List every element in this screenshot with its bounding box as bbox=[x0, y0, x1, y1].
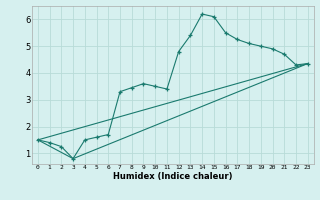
X-axis label: Humidex (Indice chaleur): Humidex (Indice chaleur) bbox=[113, 172, 233, 181]
